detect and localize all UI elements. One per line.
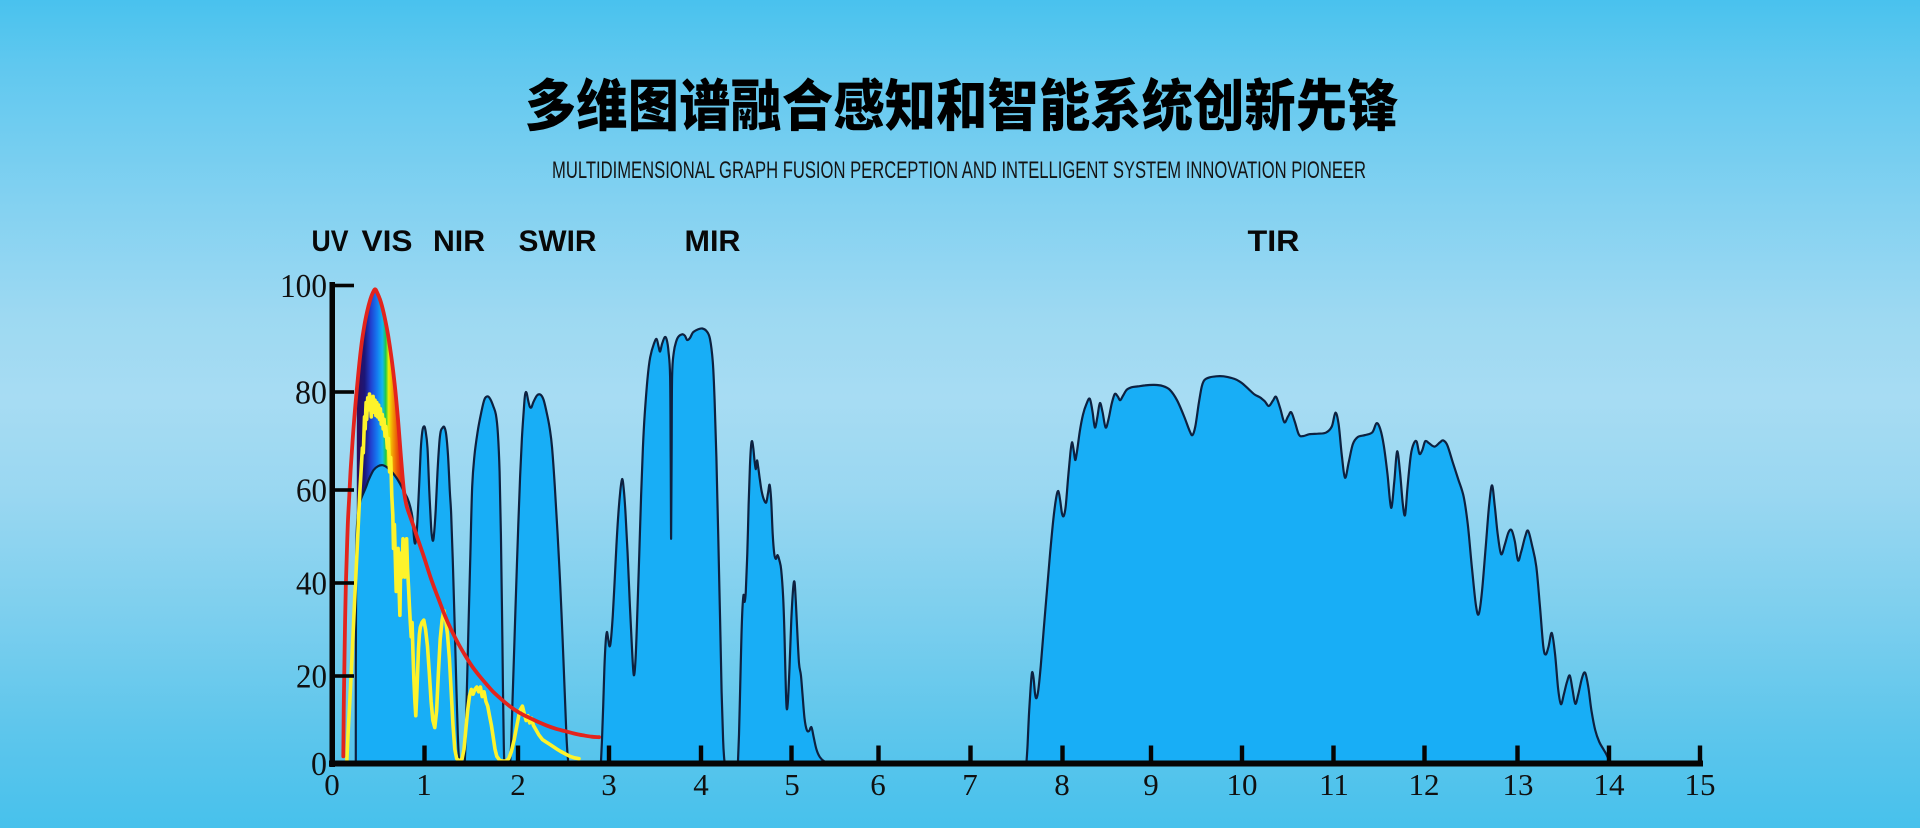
svg-text:0: 0: [324, 767, 340, 802]
svg-text:UV: UV: [312, 225, 349, 258]
svg-text:MIR: MIR: [685, 225, 741, 258]
svg-text:MULTIDIMENSIONAL GRAPH FUSION: MULTIDIMENSIONAL GRAPH FUSION PERCEPTION…: [552, 157, 1366, 184]
svg-text:60: 60: [296, 473, 327, 510]
svg-text:8: 8: [1054, 767, 1070, 802]
svg-text:6: 6: [870, 767, 886, 802]
svg-text:15: 15: [1685, 767, 1716, 802]
svg-text:80: 80: [295, 375, 327, 412]
svg-text:10: 10: [1227, 767, 1258, 802]
svg-text:14: 14: [1594, 767, 1626, 802]
svg-text:VIS: VIS: [362, 225, 413, 258]
svg-text:SWIR: SWIR: [519, 225, 597, 258]
svg-text:9: 9: [1143, 767, 1159, 802]
svg-text:20: 20: [296, 659, 327, 696]
svg-text:3: 3: [601, 767, 617, 802]
svg-text:13: 13: [1503, 767, 1534, 802]
svg-text:12: 12: [1409, 767, 1440, 802]
svg-text:7: 7: [962, 767, 978, 802]
svg-text:NIR: NIR: [433, 225, 485, 258]
svg-text:40: 40: [296, 566, 327, 603]
svg-text:100: 100: [280, 268, 327, 305]
svg-text:1: 1: [416, 767, 432, 802]
svg-text:5: 5: [784, 767, 800, 802]
svg-text:0: 0: [311, 746, 327, 783]
svg-text:2: 2: [510, 767, 526, 802]
svg-text:11: 11: [1319, 767, 1349, 802]
svg-text:4: 4: [693, 767, 709, 802]
svg-text:TIR: TIR: [1248, 225, 1300, 258]
